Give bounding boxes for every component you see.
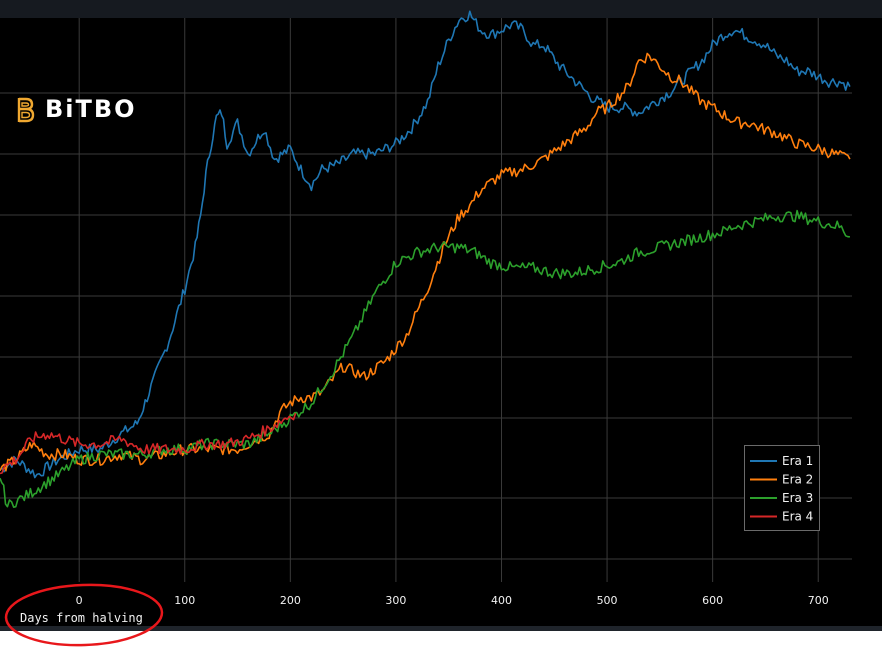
series-line-era-3 (0, 209, 850, 508)
series-line-era-1 (0, 10, 851, 479)
brand-logo: BiTBO (45, 95, 137, 123)
series-group (0, 10, 851, 508)
legend-item-label[interactable]: Era 1 (782, 454, 813, 468)
x-axis-label: Days from halving (20, 611, 143, 625)
annotation-circle (4, 583, 164, 647)
x-tick-label: 300 (385, 594, 406, 607)
series-line-era-4 (0, 412, 297, 475)
x-tick-label: 0 (76, 594, 83, 607)
legend-item-label[interactable]: Era 4 (782, 510, 813, 524)
x-tick-label: 200 (280, 594, 301, 607)
bitbo-b-icon (17, 97, 35, 123)
legend-item-label[interactable]: Era 2 (782, 473, 813, 487)
legend-item-label[interactable]: Era 3 (782, 491, 813, 505)
legend[interactable]: Era 1 Era 2 Era 3 Era 4 (744, 445, 820, 531)
x-axis-ticks: 0 100 200 300 400 500 600 700 (76, 594, 829, 607)
x-tick-label: 700 (808, 594, 829, 607)
bottom-bar (0, 626, 882, 631)
top-bar (0, 0, 882, 18)
x-tick-label: 100 (174, 594, 195, 607)
series-line-era-2 (0, 52, 851, 472)
x-tick-label: 400 (491, 594, 512, 607)
x-tick-label: 500 (597, 594, 618, 607)
x-tick-label: 600 (702, 594, 723, 607)
